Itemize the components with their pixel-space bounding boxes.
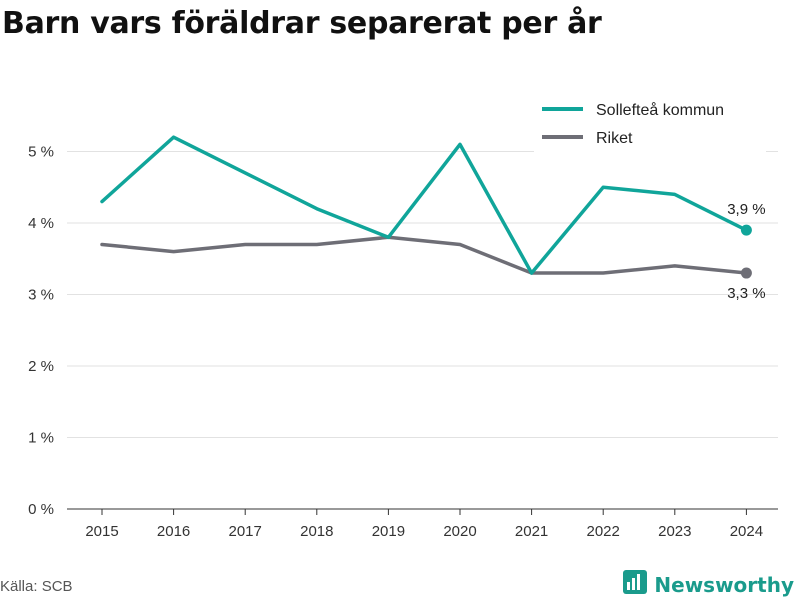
brand-logo[interactable]: Newsworthy — [622, 569, 794, 600]
x-tick-label: 2017 — [229, 523, 262, 540]
newsworthy-logo-icon — [622, 569, 648, 600]
y-tick-label: 4 % — [28, 215, 54, 232]
series-lines: 3,9 % 3,3 % — [100, 135, 766, 302]
brand-name: Newsworthy — [654, 572, 794, 597]
x-tick-label: 2018 — [300, 523, 333, 540]
legend-background — [534, 92, 766, 154]
axes: 0 % 1 % 2 % 3 % 4 % 5 % 2015 2016 2017 2018 2019 20… — [28, 144, 778, 540]
x-tick-label: 2015 — [85, 523, 118, 540]
end-value-label: 3,9 % — [727, 201, 765, 218]
end-value-label: 3,3 % — [727, 285, 765, 302]
legend-label: Sollefteå kommun — [596, 101, 724, 119]
series-line — [100, 135, 749, 275]
series-end-point — [740, 224, 752, 236]
x-tick-label: 2023 — [658, 523, 691, 540]
x-tick-label: 2020 — [443, 523, 476, 540]
x-tick-label: 2016 — [157, 523, 190, 540]
series-end-point — [740, 267, 752, 279]
legend: Sollefteå kommun Riket — [534, 92, 766, 154]
legend-label: Riket — [596, 130, 633, 147]
source-note: Källa: SCB — [0, 578, 73, 595]
x-tick-label: 2021 — [515, 523, 548, 540]
y-tick-label: 0 % — [28, 501, 54, 518]
gridlines — [67, 151, 778, 438]
y-tick-label: 2 % — [28, 358, 54, 375]
y-tick-label: 3 % — [28, 287, 54, 304]
y-tick-label: 1 % — [28, 430, 54, 447]
chart-title: Barn vars föräldrar separerat per år — [2, 6, 602, 41]
x-tick-label: 2019 — [372, 523, 405, 540]
y-tick-label: 5 % — [28, 144, 54, 161]
series-line — [100, 235, 749, 275]
x-tick-label: 2022 — [587, 523, 620, 540]
x-tick-label: 2024 — [730, 523, 763, 540]
